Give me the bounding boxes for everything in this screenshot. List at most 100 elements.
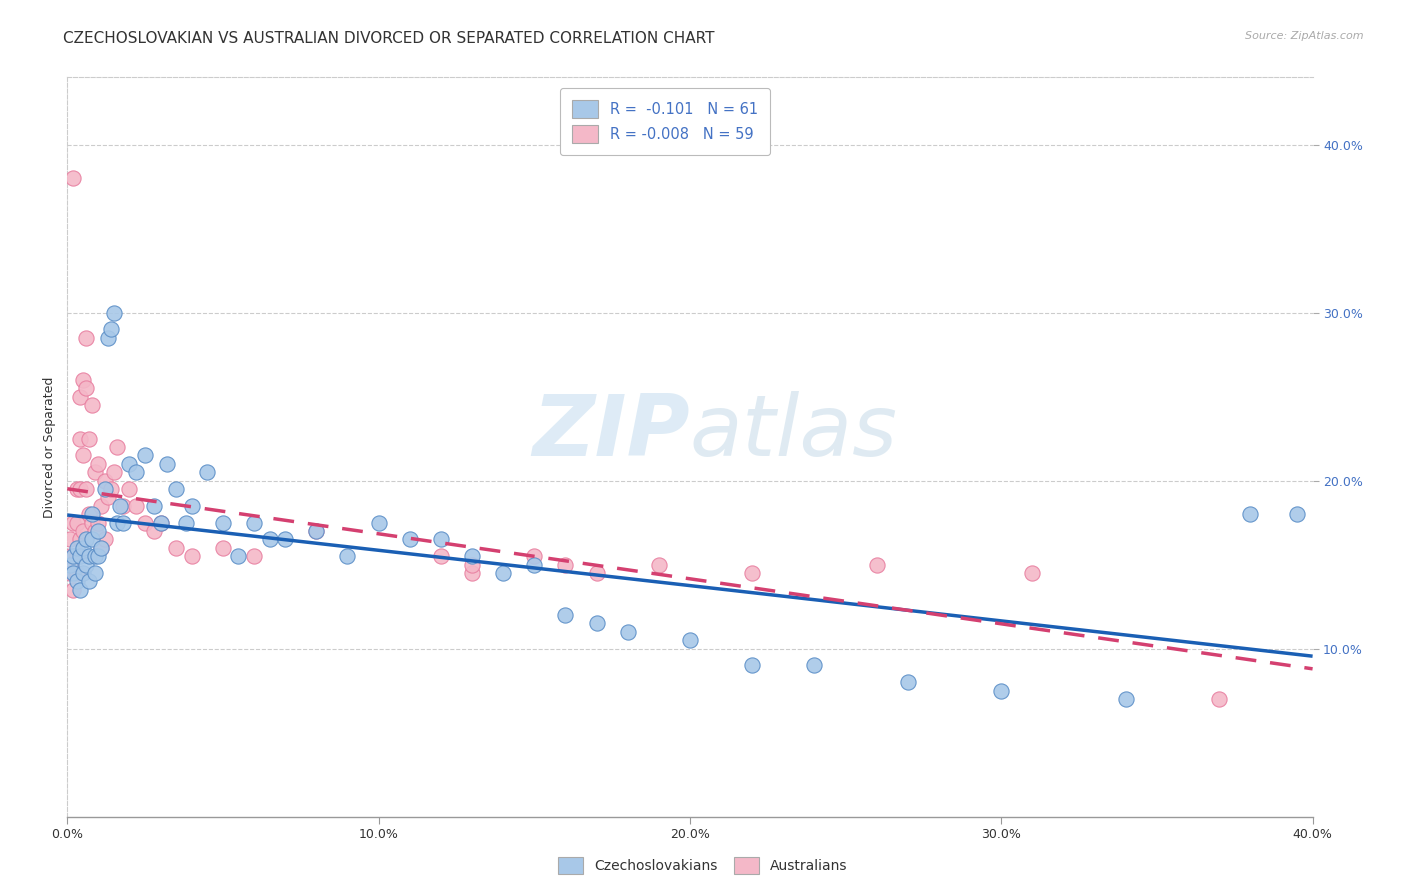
Point bbox=[72, 449, 94, 463]
Point bbox=[72, 373, 94, 387]
Point bbox=[90, 541, 112, 555]
Point bbox=[112, 499, 135, 513]
Point bbox=[72, 566, 94, 580]
Legend: Czechoslovakians, Australians: Czechoslovakians, Australians bbox=[551, 850, 855, 880]
Point bbox=[195, 465, 218, 479]
Point bbox=[461, 549, 484, 563]
Point bbox=[75, 558, 97, 572]
Point bbox=[65, 541, 87, 555]
Point bbox=[65, 574, 87, 589]
Point bbox=[82, 516, 104, 530]
Point bbox=[69, 582, 91, 597]
Point bbox=[156, 457, 179, 471]
Point bbox=[143, 499, 166, 513]
Point bbox=[65, 482, 87, 496]
Point bbox=[87, 516, 110, 530]
Point bbox=[243, 549, 266, 563]
Point bbox=[367, 516, 389, 530]
Point bbox=[143, 524, 166, 538]
Point bbox=[100, 322, 122, 336]
Point bbox=[585, 566, 607, 580]
Point bbox=[82, 533, 104, 547]
Point bbox=[69, 549, 91, 563]
Point bbox=[75, 381, 97, 395]
Point bbox=[523, 549, 546, 563]
Point bbox=[75, 482, 97, 496]
Point bbox=[398, 533, 420, 547]
Point bbox=[84, 566, 107, 580]
Point bbox=[93, 482, 115, 496]
Point bbox=[65, 549, 87, 563]
Point bbox=[69, 533, 91, 547]
Point bbox=[259, 533, 281, 547]
Point bbox=[118, 482, 141, 496]
Text: ZIP: ZIP bbox=[533, 391, 690, 474]
Point bbox=[212, 516, 235, 530]
Point bbox=[1021, 566, 1043, 580]
Point bbox=[554, 558, 576, 572]
Point bbox=[65, 516, 87, 530]
Point bbox=[180, 499, 202, 513]
Point bbox=[134, 449, 156, 463]
Text: atlas: atlas bbox=[690, 391, 898, 474]
Point bbox=[897, 675, 920, 690]
Point bbox=[125, 465, 148, 479]
Point bbox=[65, 566, 87, 580]
Point bbox=[866, 558, 889, 572]
Point bbox=[72, 541, 94, 555]
Point bbox=[77, 574, 100, 589]
Point bbox=[1115, 692, 1137, 706]
Point bbox=[75, 533, 97, 547]
Point bbox=[616, 624, 638, 639]
Point bbox=[97, 331, 120, 345]
Point bbox=[648, 558, 671, 572]
Point bbox=[430, 549, 453, 563]
Point bbox=[77, 507, 100, 521]
Point bbox=[243, 516, 266, 530]
Point bbox=[174, 516, 197, 530]
Point bbox=[554, 607, 576, 622]
Point bbox=[77, 549, 100, 563]
Point bbox=[82, 507, 104, 521]
Point bbox=[90, 541, 112, 555]
Point bbox=[125, 499, 148, 513]
Point bbox=[93, 533, 115, 547]
Point bbox=[741, 658, 763, 673]
Point bbox=[108, 499, 131, 513]
Point bbox=[492, 566, 515, 580]
Point bbox=[305, 524, 328, 538]
Point bbox=[336, 549, 359, 563]
Point bbox=[803, 658, 825, 673]
Point bbox=[75, 331, 97, 345]
Point bbox=[62, 171, 84, 186]
Point bbox=[585, 616, 607, 631]
Point bbox=[62, 516, 84, 530]
Point bbox=[87, 549, 110, 563]
Point bbox=[134, 516, 156, 530]
Point bbox=[274, 533, 297, 547]
Point bbox=[990, 683, 1012, 698]
Point bbox=[59, 533, 82, 547]
Point bbox=[84, 524, 107, 538]
Point bbox=[679, 633, 702, 648]
Point bbox=[105, 516, 128, 530]
Point bbox=[112, 516, 135, 530]
Point bbox=[1208, 692, 1230, 706]
Point bbox=[90, 499, 112, 513]
Point bbox=[62, 549, 84, 563]
Point bbox=[69, 390, 91, 404]
Point bbox=[62, 582, 84, 597]
Point bbox=[97, 491, 120, 505]
Point bbox=[212, 541, 235, 555]
Point bbox=[72, 524, 94, 538]
Point bbox=[305, 524, 328, 538]
Point bbox=[103, 465, 125, 479]
Point bbox=[59, 566, 82, 580]
Point bbox=[523, 558, 546, 572]
Point bbox=[69, 432, 91, 446]
Point bbox=[1285, 507, 1308, 521]
Point bbox=[103, 305, 125, 319]
Point bbox=[461, 558, 484, 572]
Point bbox=[461, 566, 484, 580]
Point bbox=[82, 398, 104, 412]
